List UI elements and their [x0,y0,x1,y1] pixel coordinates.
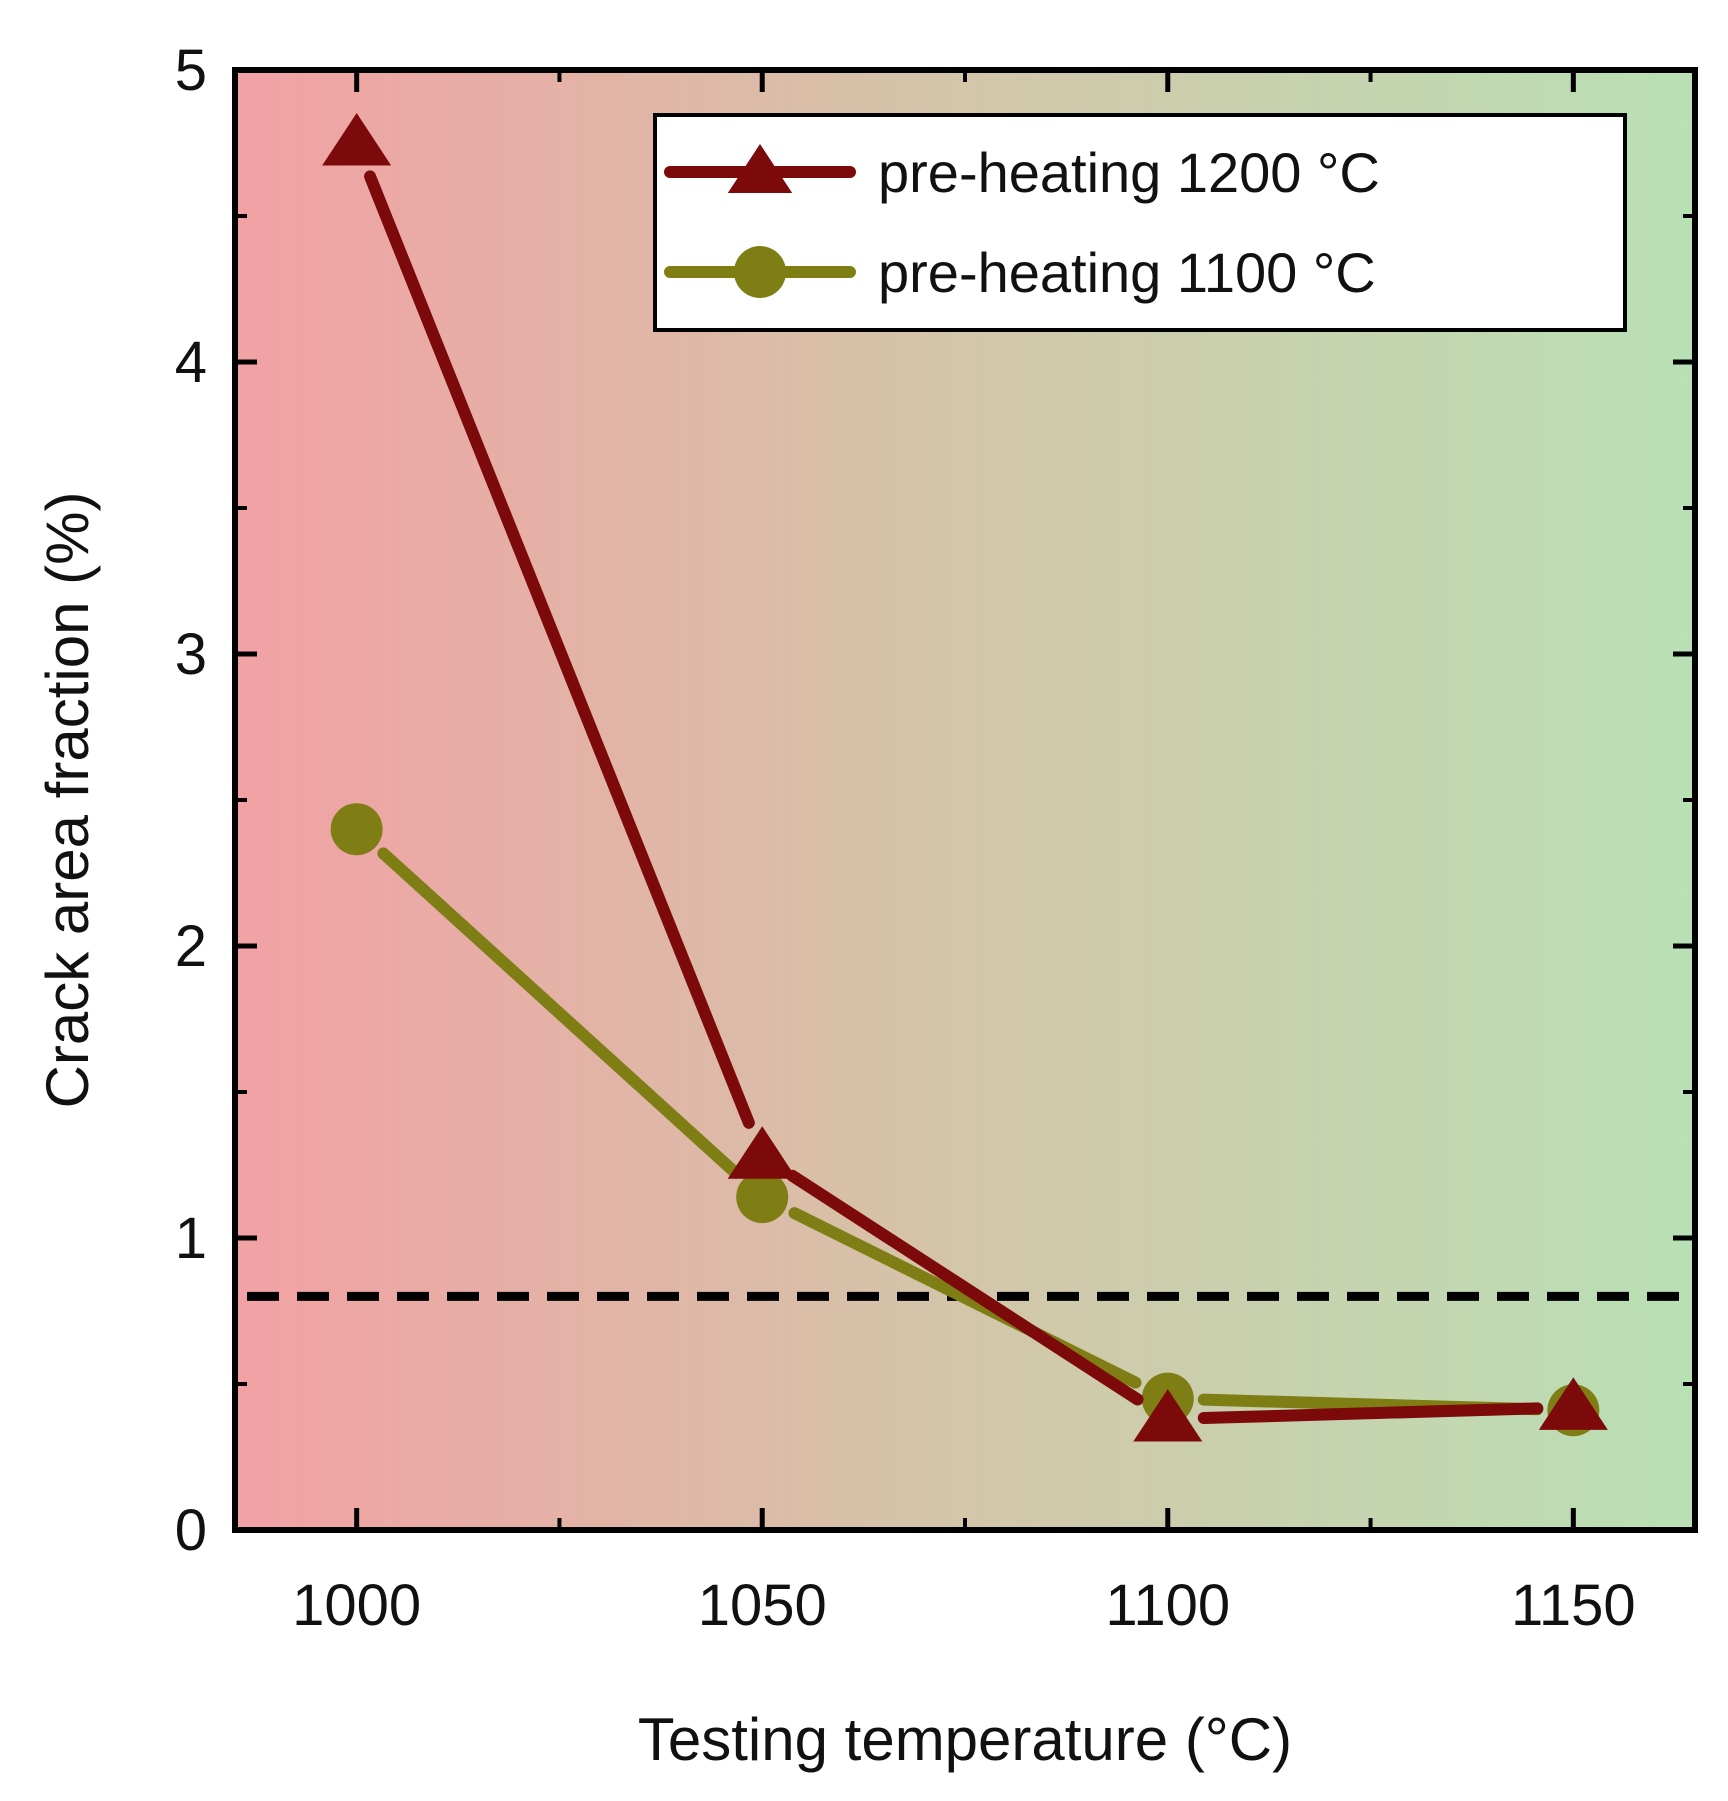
legend: pre-heating 1200 °C pre-heating 1100 °C [653,113,1627,332]
legend-label: pre-heating 1100 °C [878,241,1376,304]
series-line-segment [364,170,755,1129]
series-preheating-1200 [322,113,1608,1442]
series-line-segment [377,847,742,1179]
x-tick-label: 1100 [1105,1573,1230,1638]
legend-box [653,113,1627,332]
x-tick-label: 1000 [292,1573,421,1638]
y-tick-label: 4 [175,330,207,395]
y-tick-label: 1 [175,1206,207,1271]
circle-marker [736,1171,789,1224]
x-tick-label: 1150 [1511,1573,1636,1638]
y-tick-label: 2 [175,914,207,979]
triangle-marker [1133,1389,1203,1442]
legend-item: pre-heating 1200 °C [664,141,1380,204]
triangle-marker [727,1126,797,1179]
y-tick-label: 0 [175,1498,207,1563]
x-axis-title: Testing temperature (°C) [638,1706,1292,1773]
circle-marker [330,803,383,856]
triangle-marker [322,113,392,166]
series-line-segment [786,1169,1144,1406]
y-tick-label: 5 [175,38,207,103]
y-axis-title: Crack area fraction (%) [34,492,101,1109]
triangle-marker [1538,1377,1608,1430]
legend-item: pre-heating 1100 °C [664,241,1376,304]
legend-triangle-marker [727,144,793,193]
legend-label: pre-heating 1200 °C [878,141,1380,204]
y-tick-label: 3 [175,622,207,687]
legend-circle-marker [734,246,786,298]
x-tick-label: 1050 [698,1573,827,1638]
series-line-segment [1197,1402,1544,1425]
